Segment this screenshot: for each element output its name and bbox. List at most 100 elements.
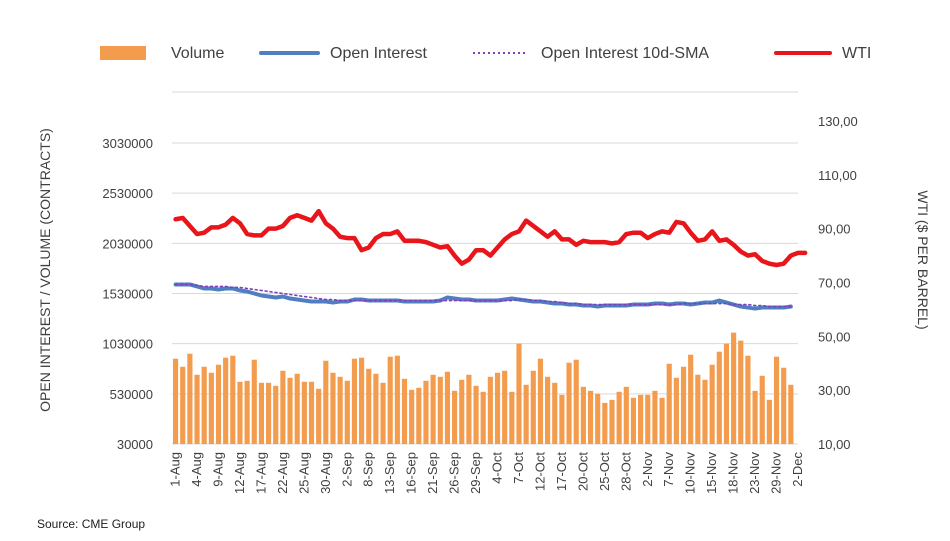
volume-bar <box>201 366 207 444</box>
series-lines <box>173 208 808 311</box>
volume-bar <box>452 390 458 444</box>
volume-bar <box>695 374 701 444</box>
x-tick-label: 1-Aug <box>168 452 183 487</box>
volume-bar <box>509 391 515 444</box>
volume-bar <box>638 394 644 444</box>
left-tick-label: 3030000 <box>102 136 153 151</box>
left-tick-label: 2530000 <box>102 186 153 201</box>
volume-bar <box>487 376 493 444</box>
volume-bar <box>308 381 315 444</box>
volume-bar <box>645 394 651 444</box>
x-tick-label: 26-Sep <box>447 452 462 494</box>
volume-bar <box>237 381 243 444</box>
legend-volume-label: Volume <box>171 45 224 62</box>
volume-bar <box>273 385 279 444</box>
right-tick-label: 70,00 <box>818 276 851 291</box>
volume-bar <box>244 380 250 444</box>
volume-bar <box>759 375 765 444</box>
x-tick-label: 4-Aug <box>189 452 204 487</box>
volume-bar <box>494 372 501 444</box>
volume-bar <box>788 384 794 444</box>
volume-bar <box>194 374 200 444</box>
volume-bar <box>430 374 436 444</box>
volume-bar <box>766 399 772 444</box>
volume-bar <box>673 377 679 444</box>
x-tick-label: 10-Nov <box>683 452 698 494</box>
left-tick-label: 1030000 <box>102 337 153 352</box>
legend-volume-swatch <box>100 46 146 60</box>
volume-bar <box>409 389 415 444</box>
x-tick-label: 22-Aug <box>275 452 290 494</box>
volume-bar <box>752 390 758 444</box>
right-tick-label: 50,00 <box>818 329 851 344</box>
volume-bar <box>773 356 780 444</box>
volume-bar <box>580 386 586 444</box>
volume-bar <box>366 368 372 444</box>
x-tick-label: 29-Sep <box>468 452 483 494</box>
volume-bar <box>266 382 272 444</box>
volume-bar <box>330 372 336 444</box>
x-tick-label: 4-Oct <box>490 452 505 484</box>
volume-bar <box>394 355 400 444</box>
volume-bar <box>444 371 451 444</box>
x-tick-label: 25-Oct <box>597 452 612 491</box>
right-axis-title: WTI ($ PER BARREL) <box>915 190 931 329</box>
source-note: Source: CME Group <box>37 517 145 531</box>
volume-bar <box>573 359 579 444</box>
volume-bar <box>480 391 486 444</box>
x-tick-label: 8-Sep <box>361 452 376 487</box>
volume-bar <box>731 332 737 444</box>
volume-bar <box>745 355 751 444</box>
x-tick-label: 21-Sep <box>425 452 440 494</box>
volume-bar <box>545 376 551 444</box>
x-tick-label: 12-Oct <box>532 452 547 491</box>
x-tick-label: 23-Nov <box>747 452 762 494</box>
volume-bar <box>251 359 257 444</box>
legend-sma-label: Open Interest 10d-SMA <box>541 45 709 62</box>
legend-open-interest-label: Open Interest <box>330 45 428 62</box>
open-interest-sma-line <box>174 283 792 308</box>
x-tick-label: 25-Aug <box>296 452 311 494</box>
volume-bar <box>466 374 472 444</box>
volume-bar <box>416 387 422 444</box>
volume-bar <box>187 353 193 444</box>
volume-bar <box>344 380 350 444</box>
x-tick-label: 13-Sep <box>382 452 397 494</box>
volume-bar <box>502 370 508 444</box>
volume-bar <box>587 390 594 444</box>
right-tick-label: 10,00 <box>818 437 851 452</box>
x-tick-label: 12-Aug <box>232 452 247 494</box>
volume-bar <box>595 393 601 444</box>
volume-bar <box>387 356 393 444</box>
right-tick-label: 130,00 <box>818 114 858 129</box>
right-axis-ticks: 10,00 30,00 50,00 70,00 90,00 110,00 130,00 <box>818 114 858 452</box>
volume-bars <box>173 332 794 444</box>
left-tick-label: 30000 <box>117 437 153 452</box>
volume-bar <box>609 399 615 444</box>
volume-bar <box>423 380 429 444</box>
volume-bar <box>280 370 286 444</box>
volume-bar <box>215 364 222 444</box>
volume-bar <box>652 390 658 444</box>
x-tick-label: 20-Oct <box>575 452 590 491</box>
right-tick-label: 90,00 <box>818 222 851 237</box>
wti-line <box>173 208 808 268</box>
left-axis-ticks: 30000 530000 1030000 1530000 2030000 2530000 3… <box>102 136 153 452</box>
volume-bar <box>702 379 708 444</box>
x-tick-label: 7-Oct <box>511 452 526 484</box>
volume-bar <box>530 370 536 444</box>
volume-bar <box>373 373 379 444</box>
volume-bar <box>359 357 365 444</box>
volume-bar <box>716 351 722 444</box>
volume-bar <box>316 388 322 444</box>
open-interest-line <box>173 282 793 311</box>
volume-bar <box>623 386 629 444</box>
volume-bar <box>616 391 622 444</box>
left-tick-label: 1530000 <box>102 287 153 302</box>
volume-bar <box>301 381 307 444</box>
volume-bar <box>287 377 293 444</box>
volume-bar <box>337 376 343 444</box>
x-tick-label: 2-Sep <box>339 452 354 487</box>
